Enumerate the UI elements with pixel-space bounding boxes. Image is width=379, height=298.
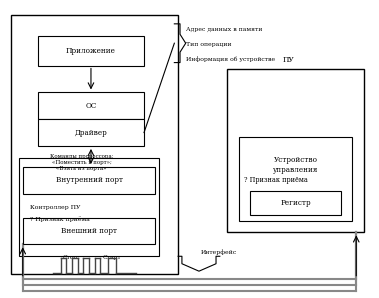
Text: Контроллер ПУ: Контроллер ПУ [30,205,81,209]
Text: Интерфейс: Интерфейс [201,249,237,254]
Text: Драйвер: Драйвер [75,129,107,136]
Text: Команды процессора:
«Поместить в порт»;
«Взять из порта»: Команды процессора: «Поместить в порт»; … [50,154,113,171]
Text: Устройство
управления: Устройство управления [273,156,318,174]
Bar [227,69,364,232]
Text: Приложение: Приложение [66,47,116,55]
Text: Стоп: Стоп [62,255,78,260]
Text: ОС: ОС [85,102,97,110]
Bar [11,15,178,274]
Bar [23,218,155,244]
Bar [19,158,159,256]
Text: Регистр: Регистр [280,199,311,207]
Text: Старт: Старт [102,255,121,260]
Text: ПУ: ПУ [282,56,294,63]
Bar [38,119,144,146]
Text: ? Признак приёма: ? Признак приёма [30,216,90,222]
Text: ? Признак приёма: ? Признак приёма [244,176,309,184]
Text: Тип операции: Тип операции [186,42,231,47]
Text: Информация об устройстве: Информация об устройстве [186,57,275,62]
Text: Внутренний порт: Внутренний порт [56,176,122,184]
Bar [239,137,352,221]
Bar [38,92,144,119]
Bar [250,191,341,215]
Bar [38,36,144,66]
Bar [23,167,155,194]
Text: Адрес данных в памяти: Адрес данных в памяти [186,27,262,32]
Text: Внешний порт: Внешний порт [61,227,117,235]
